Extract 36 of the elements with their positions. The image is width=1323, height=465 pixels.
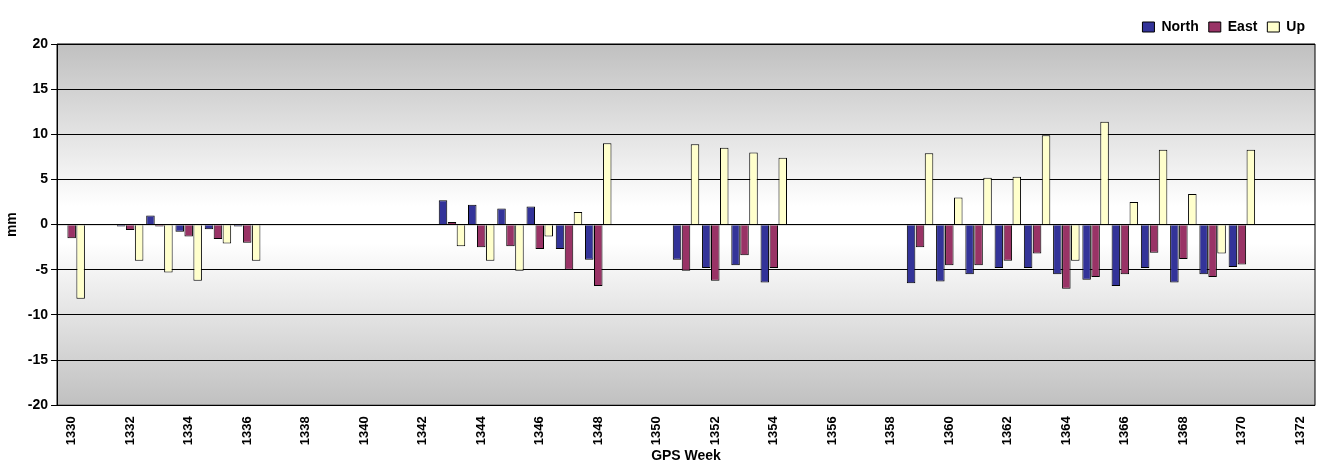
x-tick-label: 1334 [180,415,196,446]
x-tick-label: 1330 [63,416,79,446]
x-tick-label: 1352 [706,416,722,446]
y-tick-label: 5 [40,170,49,187]
y-tick-label: -20 [27,396,49,413]
x-tick-label: 1366 [1116,416,1132,446]
x-tick-label: 1354 [765,415,781,446]
y-tick-label: -15 [27,350,49,367]
x-tick-label: 1338 [297,416,313,446]
x-tick-label: 1362 [999,416,1015,446]
x-tick-label: 1356 [823,416,839,446]
x-tick-label: 1368 [1174,416,1190,446]
x-tick-label: 1358 [882,416,898,446]
x-tick-label: 1346 [531,416,547,446]
x-tick-label: 1370 [1233,416,1249,446]
y-tick-label: 0 [40,215,49,232]
legend-label: North [1161,17,1199,34]
y-tick-label: -5 [35,260,49,277]
y-tick-label: 10 [32,125,49,142]
x-tick-label: 1360 [940,416,956,446]
x-tick-label: 1342 [414,416,430,446]
legend-label: East [1227,17,1258,34]
y-tick-label: -10 [27,305,49,322]
y-axis-title: mm [3,212,20,238]
x-tick-label: 1344 [472,415,488,446]
x-tick-label: 1348 [589,416,605,446]
x-tick-label: 1336 [238,416,254,446]
x-axis-title: GPS Week [651,447,722,464]
x-tick-label: 1350 [648,416,664,446]
x-tick-label: 1340 [355,416,371,446]
y-tick-label: 15 [32,80,49,97]
x-tick-label: 1364 [1057,415,1073,446]
legend-label: Up [1286,17,1306,34]
y-tick-label: 20 [32,34,49,51]
x-tick-label: 1332 [121,416,137,446]
x-tick-label: 1372 [1291,416,1307,446]
